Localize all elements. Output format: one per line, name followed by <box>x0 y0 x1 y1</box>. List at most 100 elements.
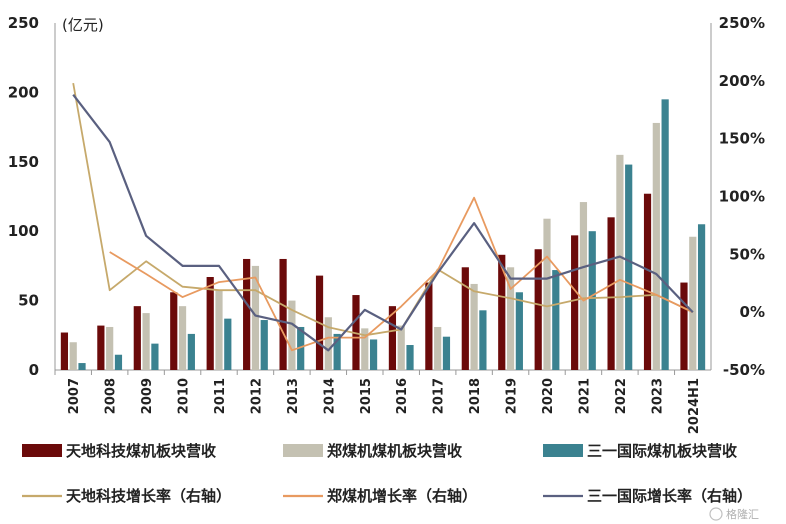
bar-sany <box>369 339 378 370</box>
y-right-tick-label: 250% <box>719 14 765 32</box>
legend-label: 郑煤机增长率（右轴） <box>327 487 477 505</box>
bar-tiandi <box>60 332 69 370</box>
bar-sany <box>297 326 305 370</box>
bar-tiandi <box>243 258 251 370</box>
legend-label: 郑煤机煤机板块营收 <box>327 442 462 460</box>
y-right-tick-label: 200% <box>719 72 765 90</box>
x-tick-label: 2018 <box>468 378 483 414</box>
bar-sany <box>114 354 123 370</box>
legend: 天地科技煤机板块营收 郑煤机煤机板块营收 三一国际煤机板块营收天地科技增长率（右轴）… <box>22 442 752 505</box>
bar-zhengmeiji <box>106 326 114 370</box>
x-tick-label: 2022 <box>614 378 629 414</box>
bar-zhengmeiji <box>251 265 260 370</box>
bar-tiandi <box>206 277 214 370</box>
bar-sany <box>515 292 523 370</box>
bar-sany <box>697 224 706 370</box>
bar-zhengmeiji <box>506 267 515 370</box>
watermark: 格隆汇 <box>709 507 759 521</box>
y-right-tick-label: 0% <box>740 303 765 321</box>
bar-zhengmeiji <box>178 306 187 370</box>
y-left-tick-label: 200 <box>8 83 39 101</box>
y-right-tick-label: -50% <box>723 361 765 379</box>
bar-sany <box>151 343 159 370</box>
bar-tiandi <box>680 282 688 370</box>
line-tiandi-growth <box>72 82 694 337</box>
bar-zhengmeiji <box>470 283 478 370</box>
chart-axes: 0 50 100 150 200 250 -50% 0% 50% 100% 150% 200% 250%… <box>8 14 765 434</box>
x-tick-label: 2011 <box>213 378 228 414</box>
x-tick-label: 2007 <box>67 378 82 414</box>
bar-tiandi <box>388 306 397 370</box>
bar-zhengmeiji <box>579 202 588 370</box>
bar-sany <box>661 99 669 370</box>
bar-layer <box>60 99 706 370</box>
x-tick-label: 2009 <box>140 378 155 414</box>
bar-zhengmeiji <box>397 325 405 370</box>
bar-tiandi <box>571 235 579 370</box>
bar-tiandi <box>170 292 178 370</box>
bar-tiandi <box>498 254 506 370</box>
legend-label: 天地科技增长率（右轴） <box>66 487 231 505</box>
bar-sany <box>442 336 451 370</box>
y-left-tick-label: 0 <box>29 361 39 379</box>
bar-tiandi <box>133 306 141 370</box>
x-tick-label: 2013 <box>286 378 301 414</box>
bar-zhengmeiji <box>288 300 296 370</box>
bar-tiandi <box>279 258 287 370</box>
legend-swatch-bar <box>543 444 583 457</box>
bar-zhengmeiji <box>361 328 369 370</box>
y-right-tick-label: 100% <box>719 188 765 206</box>
bar-sany <box>552 270 560 370</box>
legend-label: 三一国际煤机板块营收 <box>587 442 737 460</box>
x-tick-label: 2024H1 <box>687 378 702 434</box>
bar-sany <box>224 318 232 370</box>
y-left-tick-label: 50 <box>18 292 39 310</box>
bar-zhengmeiji <box>324 317 332 370</box>
line-layer <box>72 82 694 352</box>
bar-zhengmeiji <box>689 236 697 370</box>
x-tick-label: 2019 <box>505 378 520 414</box>
x-tick-label: 2016 <box>395 378 410 414</box>
bar-sany <box>187 333 195 370</box>
line-zhengmeiji-growth <box>109 196 694 352</box>
bar-tiandi <box>534 249 542 370</box>
bar-tiandi <box>97 325 105 370</box>
bar-sany <box>333 333 341 370</box>
bar-tiandi <box>461 267 469 370</box>
x-tick-label: 2008 <box>104 378 119 414</box>
y-right-tick-label: 150% <box>719 130 765 148</box>
bar-sany <box>260 320 268 370</box>
watermark-logo-icon <box>709 507 723 521</box>
bar-sany <box>78 363 86 370</box>
x-tick-label: 2020 <box>541 378 556 414</box>
legend-label: 三一国际增长率（右轴） <box>587 487 752 505</box>
legend-label: 天地科技煤机板块营收 <box>66 442 216 460</box>
y-left-tick-label: 250 <box>8 14 39 32</box>
bar-zhengmeiji <box>652 122 660 370</box>
x-tick-label: 2010 <box>177 378 192 414</box>
bar-sany <box>625 164 633 370</box>
bar-zhengmeiji <box>616 154 624 370</box>
legend-swatch-bar <box>283 444 323 457</box>
bar-zhengmeiji <box>434 326 442 370</box>
bar-zhengmeiji <box>142 313 150 370</box>
legend-swatch-bar <box>22 444 62 457</box>
bar-sany <box>479 310 487 370</box>
y-left-tick-label: 150 <box>8 153 39 171</box>
bar-tiandi <box>607 217 615 370</box>
x-tick-label: 2012 <box>249 378 264 414</box>
watermark-text: 格隆汇 <box>726 507 759 521</box>
bar-zhengmeiji <box>215 289 223 370</box>
bar-sany <box>406 345 414 370</box>
x-tick-label: 2017 <box>432 378 447 414</box>
x-tick-label: 2021 <box>577 378 592 414</box>
x-tick-label: 2023 <box>650 378 665 414</box>
bar-zhengmeiji <box>69 342 77 370</box>
line-sany-growth <box>72 94 694 352</box>
bar-zhengmeiji <box>543 218 551 370</box>
y-left-tick-label: 100 <box>8 222 39 240</box>
y-axis-unit-label: (亿元) <box>62 16 104 34</box>
y-right-tick-label: 50% <box>729 245 765 263</box>
bar-tiandi <box>425 282 433 370</box>
